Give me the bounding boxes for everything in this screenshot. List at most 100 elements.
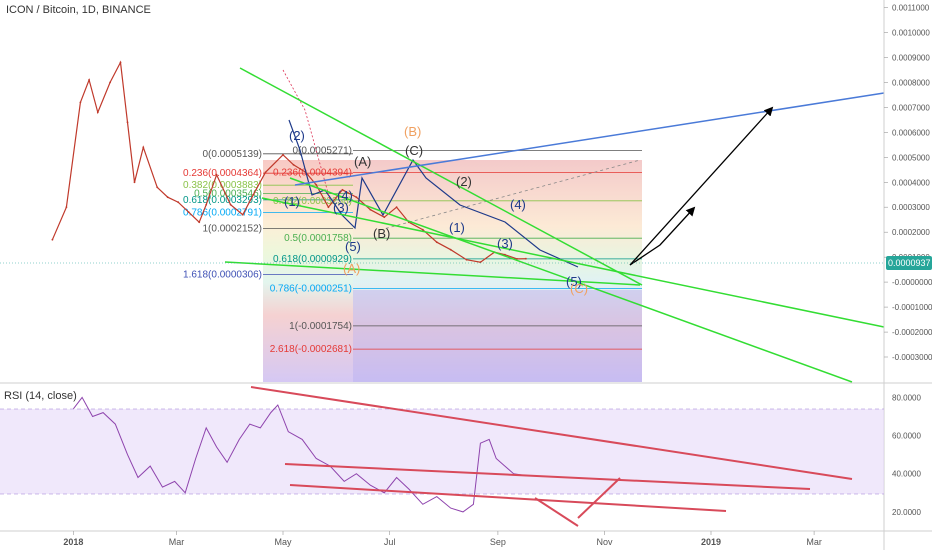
wave-label: (2) — [289, 128, 305, 143]
fib-level-label: 0.618(0.0003293) — [183, 195, 262, 206]
price-point — [177, 201, 180, 204]
rsi-trendline-down — [534, 497, 579, 527]
rsi-trendline-upper — [250, 386, 853, 480]
wave-label: (4) — [510, 197, 526, 212]
price-point — [449, 248, 452, 251]
rsi-series — [73, 396, 526, 513]
price-point — [341, 188, 344, 191]
price-tick-label: -0.0001000 — [892, 303, 932, 312]
trendline-green-mid — [261, 197, 885, 328]
time-tick-label: 2019 — [701, 537, 721, 547]
time-tick-label: 2018 — [63, 537, 83, 547]
price-point — [96, 111, 99, 114]
time-tick-label: Sep — [490, 537, 506, 547]
fib-zone-right — [353, 160, 642, 382]
time-tick-label: Nov — [596, 537, 613, 547]
fib-level-label: 0.236(0.0004394) — [273, 167, 352, 178]
price-point — [327, 206, 330, 209]
wave-label: (3) — [497, 236, 513, 251]
price-point — [282, 153, 284, 156]
price-point — [142, 146, 145, 149]
price-tick-label: 0.0005000 — [892, 153, 930, 162]
price-point — [369, 208, 372, 211]
price-point — [525, 257, 527, 260]
price-tick-label: 0.0002000 — [892, 228, 930, 237]
price-point — [205, 203, 208, 206]
price-tick-label: -0.0003000 — [892, 353, 932, 362]
rsi-tick-label: 60.0000 — [892, 432, 921, 441]
rsi-title: RSI (14, close) — [4, 390, 77, 402]
price-point — [166, 196, 169, 199]
wave-path-left — [288, 119, 579, 268]
price-point — [133, 181, 136, 184]
price-point — [264, 171, 267, 174]
price-point — [435, 241, 438, 244]
price-tick-label: 0.0011000 — [892, 4, 930, 13]
rsi-trendline-mid — [284, 463, 811, 490]
fib-level-label: 0.5(0.0001758) — [284, 233, 352, 244]
wave-label: (4) — [337, 188, 353, 203]
price-tick-label: 0.0008000 — [892, 78, 930, 87]
price-point — [395, 206, 398, 209]
price-point — [88, 79, 90, 81]
fib-level-label: 1.618(0.0000306) — [183, 270, 262, 281]
price-point — [383, 216, 386, 219]
last-price-label: 0.0000937 — [888, 258, 931, 268]
wave-label: (B) — [404, 124, 421, 139]
trendline-green-bottom — [289, 177, 853, 383]
price-point — [109, 81, 111, 84]
rsi-trendline-lower — [289, 484, 727, 512]
fib-level-label: 0.382(0.0003258) — [273, 196, 352, 207]
price-point — [187, 211, 190, 214]
price-point — [465, 258, 468, 261]
price-point — [229, 203, 232, 206]
price-point — [355, 196, 358, 199]
rsi-tick-label: 80.0000 — [892, 393, 921, 402]
price-point — [516, 258, 518, 260]
projection-arrow-short — [629, 206, 696, 266]
time-tick-label: Mar — [806, 537, 822, 547]
projection-arrow-long — [629, 106, 774, 266]
price-point — [126, 121, 129, 124]
price-point — [241, 213, 244, 216]
price-point — [215, 173, 218, 176]
price-tick-label: 0.0003000 — [892, 203, 930, 212]
fib-level-label: 0.236(0.0004364) — [183, 168, 262, 179]
wave-label: (1) — [449, 220, 465, 235]
wave-label: (B) — [373, 226, 390, 241]
price-point — [51, 238, 54, 241]
fib-level-label: 0.5(0.0003546) — [194, 189, 262, 200]
fib-level-label: 1(0.0002152) — [203, 223, 263, 234]
wave-label: (1) — [284, 194, 300, 209]
rsi-line — [73, 396, 526, 513]
time-tick-label: Mar — [169, 537, 185, 547]
fib-level-label: 0.786(0.0002791) — [183, 207, 262, 218]
fib-level-label: 0.786(-0.0000251) — [270, 283, 352, 294]
wave-label: (A) — [343, 261, 360, 276]
rsi-band — [0, 409, 884, 494]
rsi-trendline-up — [577, 477, 621, 519]
price-point — [79, 101, 82, 104]
rsi-tick-label: 20.0000 — [892, 508, 921, 517]
price-point — [252, 193, 255, 196]
fib-level-label: 0.382(0.0003883) — [183, 180, 262, 191]
fib-level-label: 0.618(0.0000929) — [273, 254, 352, 265]
chart-title: ICON / Bitcoin, 1D, BINANCE — [6, 4, 151, 16]
fib-level-label: 1(-0.0001754) — [289, 321, 352, 332]
time-tick-label: May — [274, 537, 292, 547]
price-tick-label: 0.0007000 — [892, 103, 930, 112]
last-price-badge — [886, 256, 932, 270]
fib-level-label: 0(0.0005139) — [203, 149, 263, 160]
price-point — [65, 206, 68, 209]
wave-label: (5) — [566, 274, 582, 289]
time-tick-label: Jul — [384, 537, 396, 547]
fib-level-label: 2.618(-0.0002681) — [270, 344, 352, 355]
price-point — [156, 186, 159, 189]
wave-label: (5) — [345, 239, 361, 254]
price-axis: 0.0011000 0.0010000 0.0009000 0.0008000 0.00… — [884, 4, 932, 362]
price-tick-label: -0.0000000 — [892, 278, 932, 287]
wave-label: (A) — [354, 154, 371, 169]
wave-dashed-left — [282, 69, 331, 201]
